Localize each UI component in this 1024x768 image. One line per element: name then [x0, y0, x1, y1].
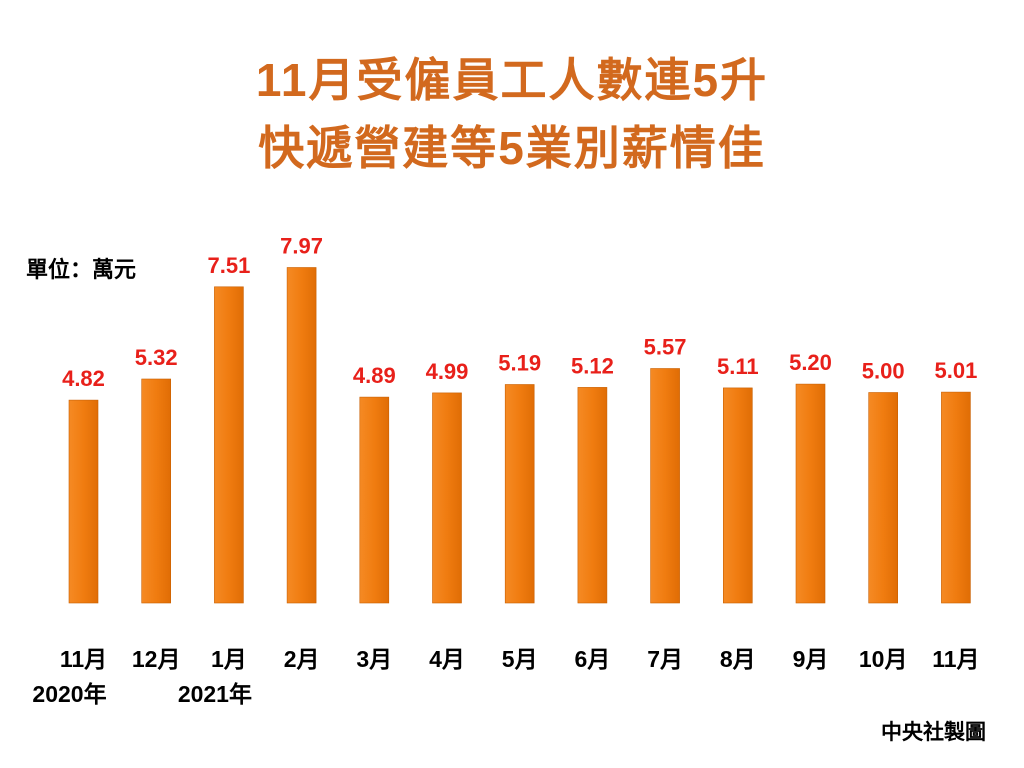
- bar-4: [359, 396, 390, 604]
- value-label-9: 5.11: [717, 354, 759, 379]
- category-label-4: 3月: [356, 646, 392, 672]
- category-label-11: 10月: [859, 646, 908, 672]
- category-label-3: 2月: [284, 646, 320, 672]
- value-label-10: 5.20: [789, 350, 832, 375]
- value-label-11: 5.00: [862, 359, 905, 384]
- value-label-4: 4.89: [353, 363, 396, 388]
- value-label-8: 5.57: [644, 335, 687, 360]
- bar-9: [722, 387, 753, 604]
- category-label-6: 5月: [502, 646, 538, 672]
- bar-2: [214, 286, 244, 604]
- bar-3: [286, 267, 317, 604]
- bar-0: [68, 399, 99, 604]
- value-label-3: 7.97: [280, 234, 323, 259]
- bar-10: [795, 383, 826, 604]
- bar-12: [941, 391, 971, 604]
- category-label-7: 6月: [575, 646, 611, 672]
- year-label-0: 2020年: [32, 681, 106, 707]
- bar-5: [432, 392, 462, 604]
- value-label-2: 7.51: [207, 253, 250, 278]
- bar-11: [868, 392, 899, 604]
- category-label-12: 11月: [932, 646, 979, 672]
- category-label-1: 12月: [132, 646, 181, 672]
- value-label-6: 5.19: [498, 351, 541, 376]
- category-label-8: 7月: [647, 646, 683, 672]
- bar-8: [650, 368, 680, 604]
- bar-6: [504, 384, 535, 604]
- value-label-7: 5.12: [571, 353, 614, 378]
- category-label-0: 11月: [60, 646, 107, 672]
- year-label-1: 2021年: [178, 681, 252, 707]
- category-label-2: 1月: [211, 646, 247, 672]
- chart-title-line2: 快遞營建等5業別薪情佳: [258, 122, 766, 174]
- bar-7: [577, 387, 608, 604]
- value-label-1: 5.32: [135, 345, 178, 370]
- value-label-0: 4.82: [62, 366, 105, 391]
- category-label-5: 4月: [429, 646, 465, 672]
- category-label-9: 8月: [720, 646, 756, 672]
- bar-1: [141, 378, 171, 604]
- source-credit: 中央社製圖: [881, 721, 986, 744]
- value-label-12: 5.01: [934, 358, 977, 383]
- category-label-10: 9月: [793, 646, 829, 672]
- chart-title-line1: 11月受僱員工人數連5升: [255, 54, 769, 106]
- value-label-5: 4.99: [426, 359, 469, 384]
- unit-label: 單位：萬元: [26, 257, 137, 282]
